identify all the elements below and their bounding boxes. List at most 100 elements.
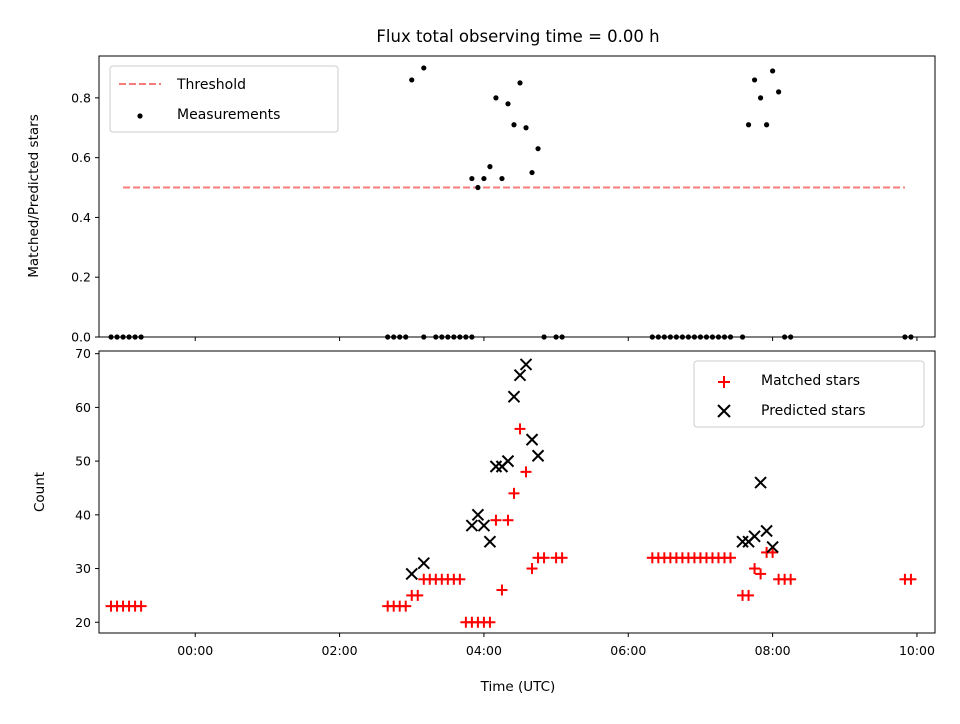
measurement-point: [770, 68, 776, 74]
matched-star-point: [785, 573, 797, 585]
predicted-star-point: [465, 519, 479, 532]
predicted-star-point: [531, 449, 545, 462]
bottom-y-tick-label: 20: [75, 615, 91, 630]
predicted-star-point: [483, 535, 497, 548]
measurement-point: [469, 334, 475, 340]
measurement-point: [673, 334, 679, 340]
matched-star-point: [905, 573, 917, 585]
bottom-plot-area: 20 30 40 50 60 70 00:00 02:00 04:00 06:00 08:00 10:…: [75, 346, 936, 658]
bottom-legend: Matched stars Predicted stars: [693, 360, 925, 428]
measurement-point: [132, 334, 138, 340]
bottom-y-tick-label: 60: [75, 400, 91, 415]
top-y-axis-label: Matched/Predicted stars: [26, 114, 42, 277]
measurement-point: [469, 175, 475, 182]
predicted-star-point: [748, 530, 761, 543]
measurement-point: [391, 334, 397, 340]
matched-star-point: [400, 600, 412, 612]
predicted-star-stroke: [519, 358, 533, 371]
predicted-star-stroke: [465, 519, 479, 532]
measurement-point: [661, 334, 667, 340]
bottom-y-tick-label: 50: [75, 454, 91, 469]
matched-star-point: [484, 616, 496, 628]
legend-matched-label: Matched stars: [761, 373, 860, 389]
measurement-point: [908, 334, 914, 340]
predicted-star-point: [489, 460, 503, 473]
predicted-star-point: [513, 368, 527, 382]
measurement-point: [433, 334, 439, 340]
matched-star-point: [538, 552, 550, 564]
measurement-point: [451, 334, 457, 340]
measurement-point: [727, 334, 734, 340]
bottom-y-axis-label: Count: [32, 472, 48, 512]
measurement-point: [421, 65, 427, 71]
matched-star-point: [490, 514, 502, 526]
matched-star-point: [520, 466, 532, 478]
matched-star-point: [502, 514, 514, 526]
predicted-star-stroke: [477, 519, 491, 532]
measurement-point: [703, 334, 710, 340]
measurement-point: [138, 334, 144, 340]
predicted-star-stroke: [531, 449, 545, 462]
measurement-point: [541, 334, 547, 340]
matched-star-point: [755, 568, 767, 580]
predicted-star-stroke: [513, 368, 527, 382]
top-y-tick-label: 0.6: [71, 150, 91, 165]
measurement-point: [108, 334, 114, 340]
predicted-star-stroke: [525, 433, 539, 446]
matched-star-point: [135, 600, 147, 612]
predicted-star-stroke: [417, 556, 430, 570]
legend-matched-swatch: [718, 376, 730, 388]
legend-predicted-label: Predicted stars: [761, 403, 866, 419]
predicted-star-point: [417, 556, 430, 570]
x-tick-label: 06:00: [610, 643, 646, 658]
measurement-point: [523, 125, 529, 131]
bottom-y-tick-label: 40: [75, 507, 91, 522]
predicted-star-point: [405, 567, 418, 581]
predicted-star-stroke: [483, 535, 497, 548]
matched-star-point: [743, 589, 755, 601]
predicted-star-point: [519, 358, 533, 371]
measurement-point: [457, 334, 463, 340]
legend-predicted-swatch: [717, 404, 731, 418]
measurement-point: [385, 334, 391, 340]
predicted-star-point: [736, 535, 749, 548]
measurement-point: [559, 334, 565, 340]
measurement-point: [745, 122, 752, 128]
predicted-star-stroke: [748, 530, 761, 543]
predicted-star-point: [501, 454, 515, 468]
predicted-star-stroke: [405, 567, 418, 581]
measurement-point: [505, 101, 511, 107]
top-y-tick-label: 0.4: [71, 210, 91, 225]
measurement-point: [439, 334, 445, 340]
measurement-point: [776, 89, 782, 95]
matched-star-point: [725, 552, 737, 564]
measurement-point: [655, 334, 661, 340]
predicted-star-stroke: [501, 454, 515, 468]
matched-star-point: [508, 487, 520, 499]
measurement-point: [691, 334, 698, 340]
x-tick-label: 04:00: [466, 643, 502, 658]
measurement-point: [511, 122, 517, 128]
matched-star-point: [412, 589, 424, 601]
bottom-y-tick-label: 70: [75, 346, 91, 361]
x-tick-label: 02:00: [322, 643, 358, 658]
measurement-point: [757, 95, 764, 101]
measurement-point: [403, 334, 409, 340]
predicted-star-stroke: [766, 540, 779, 554]
measurement-point: [782, 334, 788, 340]
predicted-star-point: [471, 508, 485, 522]
measurement-point: [481, 175, 487, 182]
measurement-point: [709, 334, 716, 340]
predicted-star-point: [477, 519, 491, 532]
measurement-point: [649, 334, 655, 340]
measurement-point: [667, 334, 673, 340]
predicted-star-stroke: [471, 508, 485, 522]
matched-star-point: [526, 563, 538, 575]
x-tick-label: 10:00: [899, 643, 935, 658]
chart-title: Flux total observing time = 0.00 h: [376, 27, 659, 46]
measurement-point: [463, 334, 469, 340]
predicted-star-point: [754, 476, 767, 489]
matched-star-point: [514, 423, 526, 435]
measurement-point: [493, 95, 499, 101]
